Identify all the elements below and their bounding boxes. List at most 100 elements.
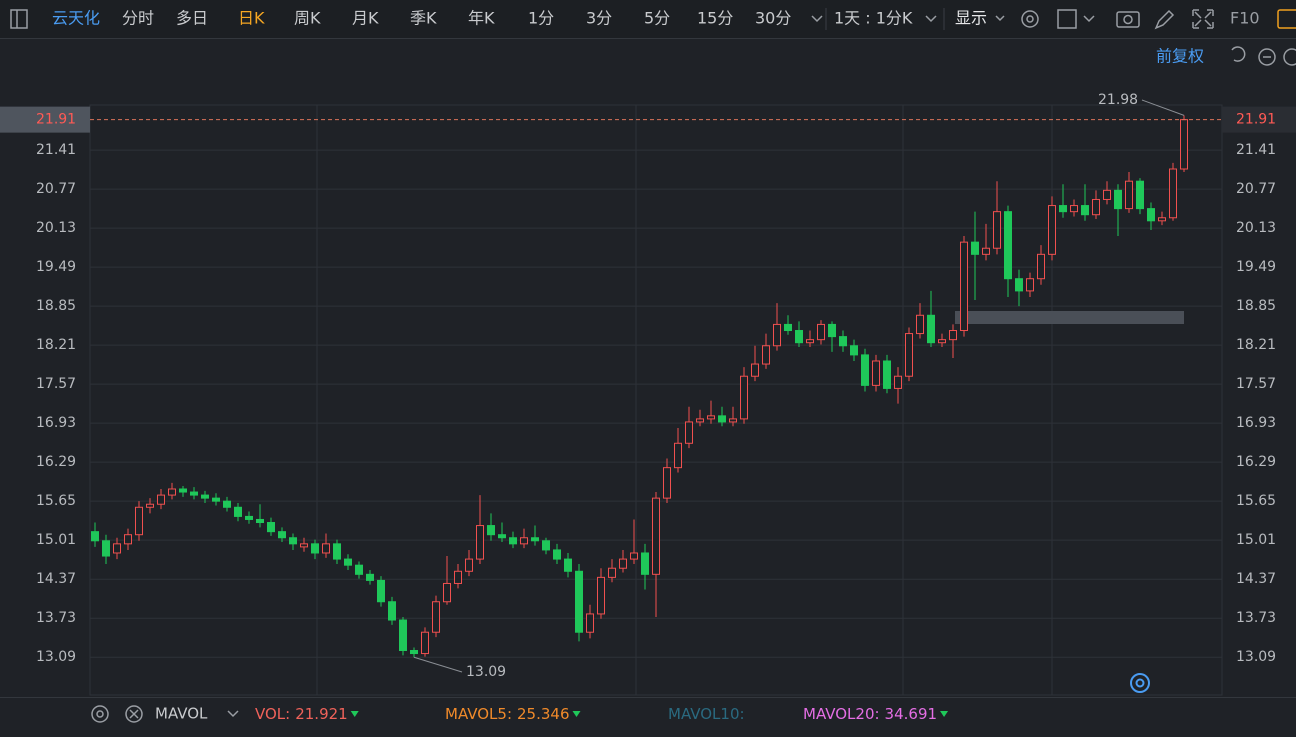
candle-body xyxy=(410,650,418,655)
indicator-label: MAVOL20: xyxy=(803,705,880,723)
period-tab[interactable]: 季K xyxy=(410,9,437,28)
period-tab[interactable]: 3分 xyxy=(586,9,612,28)
at-icon-core xyxy=(1135,678,1145,688)
max-leader xyxy=(1141,99,1185,116)
period-tab[interactable]: 分时 xyxy=(122,9,154,28)
at-icon[interactable] xyxy=(1130,673,1150,693)
candle-body xyxy=(289,537,297,545)
indicator-arrow xyxy=(350,711,359,717)
candle-body xyxy=(102,540,110,557)
period-tab[interactable]: 多日 xyxy=(176,9,208,28)
indicator-settings[interactable] xyxy=(91,705,109,723)
candle-body xyxy=(1125,180,1133,210)
indicator-value: 21.921 xyxy=(295,705,348,723)
candle-body xyxy=(905,333,913,377)
period-tab[interactable]: 日K xyxy=(238,9,265,28)
candle-body xyxy=(366,573,374,581)
candle-body xyxy=(476,525,484,560)
candle-body xyxy=(388,601,396,621)
candle-body xyxy=(124,534,132,545)
candle-body xyxy=(1147,208,1155,222)
candle-body xyxy=(1169,168,1177,219)
candle-body xyxy=(234,506,242,517)
f10-button[interactable]: F10 xyxy=(1230,9,1260,28)
candle-body xyxy=(575,570,583,633)
side-toggle[interactable] xyxy=(1277,9,1296,29)
candle-body xyxy=(300,543,308,548)
indicator-name[interactable]: MAVOL xyxy=(155,705,208,723)
candle-body xyxy=(894,375,902,389)
indicator-close[interactable] xyxy=(125,705,143,723)
period-tab[interactable]: 1分 xyxy=(528,9,554,28)
candle-body xyxy=(927,314,935,344)
period-tab[interactable]: 30分 xyxy=(755,9,791,28)
candle-body xyxy=(377,579,385,603)
y-tick-label: 16.29 xyxy=(1236,454,1276,470)
y-tick-label: 15.65 xyxy=(1236,493,1276,509)
camera-icon[interactable] xyxy=(1116,11,1140,28)
candle-body xyxy=(520,537,528,545)
candle-body xyxy=(707,415,715,420)
candle-body xyxy=(212,497,220,502)
y-tick-label: 15.65 xyxy=(36,493,76,509)
candle-body xyxy=(949,330,957,341)
period-tab[interactable]: 周K xyxy=(294,9,321,28)
candle-body xyxy=(839,336,847,347)
indicator-value: 25.346 xyxy=(517,705,570,723)
y-tick-label: 20.77 xyxy=(1236,181,1276,197)
stock-name[interactable]: 云天化 xyxy=(52,9,100,28)
candle-body xyxy=(201,494,209,499)
candle-body xyxy=(113,543,121,554)
period-chevron xyxy=(925,15,937,23)
placeholder-bar xyxy=(955,311,1184,324)
candle-body xyxy=(729,418,737,423)
settings-icon[interactable] xyxy=(1021,10,1039,28)
candle-body xyxy=(465,558,473,572)
fullscreen-icon[interactable] xyxy=(1192,9,1214,29)
candle-body xyxy=(1070,205,1078,213)
candle-body xyxy=(806,339,814,344)
candle-body xyxy=(993,211,1001,249)
indicator-label: MAVOL10: xyxy=(668,705,745,723)
candle-body xyxy=(663,467,671,499)
period-tab[interactable]: 月K xyxy=(352,9,379,28)
y-tick-label: 13.73 xyxy=(36,610,76,626)
min-label: 13.09 xyxy=(466,664,506,680)
candle-body xyxy=(421,631,429,655)
candle-body xyxy=(630,552,638,560)
box-icon[interactable] xyxy=(1057,9,1077,29)
candle-body xyxy=(553,549,561,560)
y-tick-label: 17.57 xyxy=(1236,376,1276,392)
y-tick-label: 21.41 xyxy=(1236,142,1276,158)
period-tab[interactable]: 15分 xyxy=(697,9,733,28)
period-select[interactable]: 1天 : 1分K xyxy=(834,9,913,28)
last-price-label: 21.91 xyxy=(1236,112,1276,128)
camera-lens xyxy=(1123,14,1133,25)
y-tick-label: 13.09 xyxy=(1236,649,1276,665)
candle-body xyxy=(828,323,836,338)
zoom-in-icon[interactable] xyxy=(1283,48,1296,66)
indicator-arrow xyxy=(940,711,949,717)
candle-body xyxy=(795,330,803,344)
y-tick-label: 18.21 xyxy=(1236,337,1276,353)
sidebar-icon[interactable] xyxy=(10,9,28,29)
reset-icon[interactable] xyxy=(1231,46,1246,62)
period-tab[interactable]: 5分 xyxy=(644,9,670,28)
indicator-close-x xyxy=(129,709,139,719)
candle-body xyxy=(916,314,924,335)
period-tab[interactable]: 年K xyxy=(468,9,495,28)
indicator-arrow xyxy=(572,711,581,717)
candle-body xyxy=(1059,205,1067,213)
candle-body xyxy=(1026,278,1034,292)
pen-icon[interactable] xyxy=(1154,9,1175,30)
display-menu[interactable]: 显示 xyxy=(955,9,987,28)
plot-area xyxy=(89,104,1223,696)
candle-body xyxy=(509,537,517,545)
last-price-box xyxy=(1222,106,1296,133)
more-chevron[interactable] xyxy=(811,15,823,23)
zoom-out-icon[interactable] xyxy=(1258,48,1276,66)
candle-body xyxy=(696,418,704,423)
candle-body xyxy=(718,415,726,423)
adjust-select[interactable]: 前复权 xyxy=(1156,47,1204,66)
